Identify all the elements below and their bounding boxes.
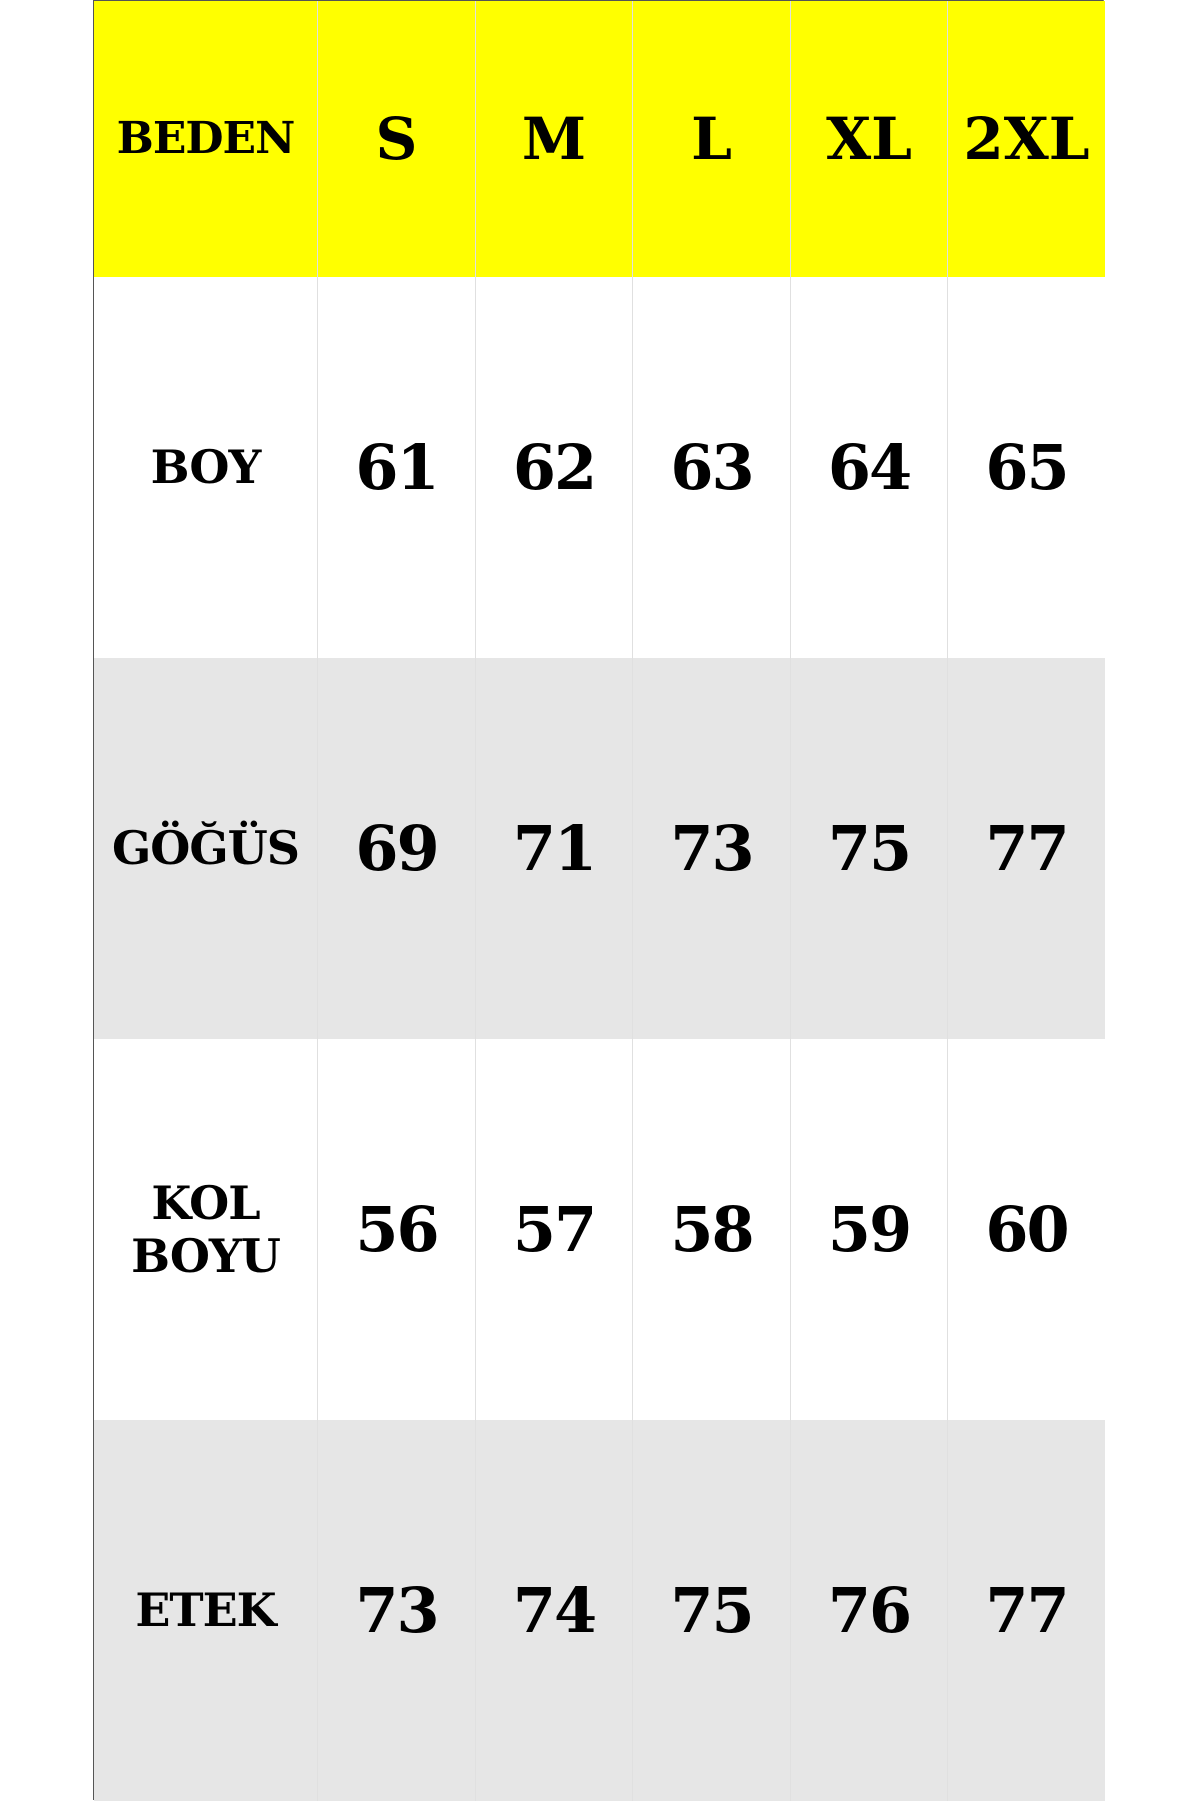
row-label: BOY	[94, 277, 317, 658]
table-cell: 65	[947, 277, 1105, 658]
row-label: ETEK	[94, 1420, 317, 1801]
table-cell: 57	[475, 1039, 632, 1420]
row-label: KOL BOYU	[94, 1039, 317, 1420]
table-cell: 64	[790, 277, 947, 658]
table-cell: 58	[632, 1039, 790, 1420]
table-cell: 60	[947, 1039, 1105, 1420]
table-cell: 63	[632, 277, 790, 658]
size-header-xl: XL	[790, 1, 947, 277]
row-label: GÖĞÜS	[94, 658, 317, 1039]
table-cell: 77	[947, 1420, 1105, 1801]
size-header-m: M	[475, 1, 632, 277]
size-header-l: L	[632, 1, 790, 277]
table-cell: 62	[475, 277, 632, 658]
table-cell: 61	[317, 277, 475, 658]
table-cell: 56	[317, 1039, 475, 1420]
table-cell: 76	[790, 1420, 947, 1801]
table-cell: 77	[947, 658, 1105, 1039]
size-header-2xl: 2XL	[947, 1, 1105, 277]
size-chart-table: BEDEN S M L XL 2XL BOY 61 62 63 64 65 GÖ…	[93, 0, 1105, 1801]
table-cell: 73	[317, 1420, 475, 1801]
header-label: BEDEN	[94, 1, 317, 277]
size-header-s: S	[317, 1, 475, 277]
table-cell: 69	[317, 658, 475, 1039]
table-cell: 59	[790, 1039, 947, 1420]
table-cell: 74	[475, 1420, 632, 1801]
table-cell: 73	[632, 658, 790, 1039]
table-cell: 75	[632, 1420, 790, 1801]
table-cell: 75	[790, 658, 947, 1039]
table-cell: 71	[475, 658, 632, 1039]
